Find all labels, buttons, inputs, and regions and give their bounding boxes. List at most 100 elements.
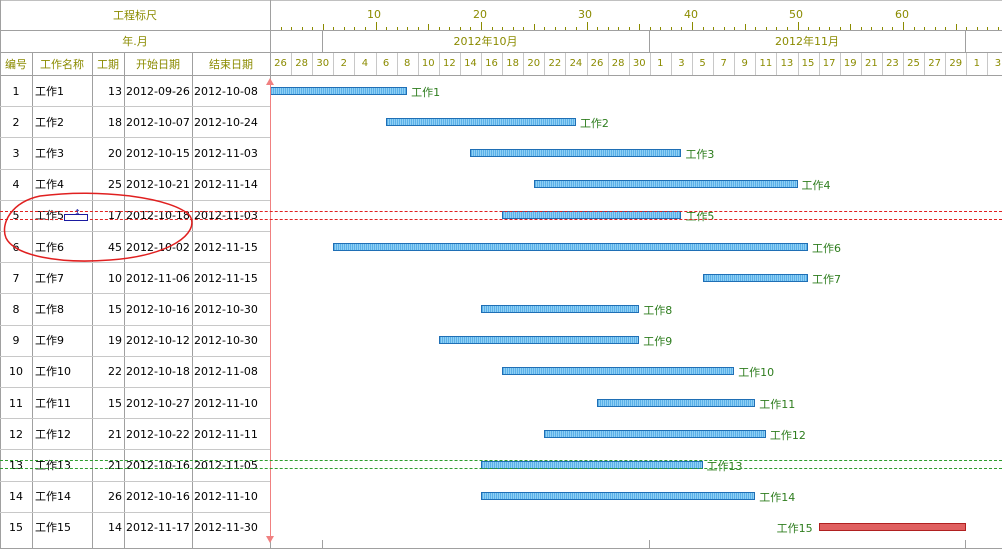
grid-line	[0, 262, 270, 263]
gantt-bar[interactable]	[597, 399, 756, 407]
row-name: 工作9	[35, 334, 64, 347]
day-label: 17	[822, 58, 836, 69]
ruler-tick	[618, 27, 620, 30]
ruler-tick	[459, 27, 461, 30]
row-start: 2012-10-16	[126, 302, 190, 316]
annotation-circle	[3, 192, 193, 262]
ruler-tick	[966, 27, 968, 30]
row-name: 工作11	[35, 397, 71, 410]
column-header-end[interactable]: 结束日期	[209, 58, 253, 71]
day-label: 3	[994, 58, 1002, 69]
day-separator	[354, 53, 356, 75]
row-duration: 22	[108, 364, 122, 378]
gantt-bar[interactable]	[333, 243, 809, 251]
row-id: 9	[12, 333, 20, 347]
day-separator	[544, 53, 546, 75]
day-separator	[607, 53, 609, 75]
day-separator	[797, 53, 799, 75]
ruler-tick	[818, 27, 820, 30]
row-id: 6	[12, 240, 20, 254]
gantt-bar[interactable]	[502, 211, 682, 219]
day-separator	[628, 53, 630, 75]
day-label: 25	[907, 58, 920, 69]
gantt-bar[interactable]	[502, 367, 735, 375]
row-duration: 15	[108, 302, 122, 316]
gantt-bar[interactable]	[533, 180, 798, 188]
gantt-bar-label: 工作8	[643, 304, 673, 317]
splitter-handle[interactable]	[266, 78, 274, 544]
ruler-tick	[628, 27, 630, 30]
ruler-tick	[502, 27, 504, 30]
ruler-tick	[533, 24, 535, 30]
ruler-tick	[934, 27, 936, 30]
row-name: 工作8	[35, 303, 64, 316]
grid-line	[649, 540, 650, 549]
day-label: 1	[973, 58, 981, 69]
ruler-tick	[924, 27, 926, 30]
ruler-tick	[987, 27, 989, 30]
ruler-tick	[280, 27, 282, 30]
gantt-bar-label: 工作1	[411, 86, 441, 99]
ruler-tick	[903, 22, 904, 30]
day-label: 28	[611, 58, 625, 69]
gantt-bar[interactable]	[470, 149, 682, 157]
ruler-tick	[670, 27, 672, 30]
day-label: 23	[886, 58, 899, 69]
grid-line	[0, 387, 270, 388]
ruler-tick	[396, 27, 398, 30]
gantt-bar[interactable]	[386, 118, 576, 126]
row-name: 工作3	[35, 147, 64, 160]
ruler-tick	[364, 27, 366, 30]
ruler-tick	[407, 27, 409, 30]
gantt-bar[interactable]	[438, 336, 640, 344]
row-end: 2012-10-30	[194, 302, 258, 316]
row-duration: 19	[108, 333, 122, 347]
gantt-bar[interactable]	[818, 523, 967, 531]
column-header-start[interactable]: 开始日期	[136, 58, 180, 71]
column-header-name[interactable]: 工作名称	[40, 58, 84, 71]
day-label: 7	[720, 58, 727, 69]
gantt-bar[interactable]	[481, 305, 640, 313]
day-separator	[903, 53, 904, 75]
row-name: 工作7	[35, 272, 64, 285]
row-id: 8	[12, 302, 20, 316]
grid-line	[322, 30, 323, 53]
ruler-tick	[997, 27, 999, 30]
gantt-bar-label: 工作6	[812, 242, 842, 255]
gantt-bar[interactable]	[481, 492, 756, 500]
gantt-bar[interactable]	[270, 87, 408, 95]
ruler-tick	[945, 27, 947, 30]
day-label: 29	[949, 58, 963, 69]
day-separator	[755, 53, 757, 75]
row-resize-cursor-icon: ↕	[64, 209, 88, 227]
gantt-bar[interactable]	[544, 430, 766, 438]
ruler-tick	[607, 27, 609, 30]
header-area: 工程标尺 年.月 编号 工作名称 工期 开始日期 结束日期 10 20 30 4…	[0, 0, 1002, 75]
ruler-tick	[797, 22, 799, 30]
ruler-tick	[681, 27, 683, 30]
ruler-tick	[713, 27, 715, 30]
day-label: 22	[548, 58, 562, 69]
ruler-tick	[428, 24, 430, 30]
gantt-bar[interactable]	[702, 274, 809, 282]
row-end: 2012-11-10	[194, 489, 258, 503]
day-label: 2	[340, 58, 348, 69]
ruler-number: 50	[789, 8, 803, 21]
row-name: 工作1	[35, 85, 64, 98]
ruler-tick	[744, 24, 746, 30]
column-header-id[interactable]: 编号	[5, 58, 27, 71]
ruler-tick	[860, 27, 862, 30]
row-duration: 15	[108, 396, 122, 410]
column-header-duration[interactable]: 工期	[97, 58, 119, 71]
row-id: 10	[9, 364, 23, 378]
ruler-tick	[839, 27, 841, 30]
ruler-tick	[597, 27, 599, 30]
row-start: 2012-10-15	[126, 146, 190, 160]
day-label: 15	[801, 58, 815, 69]
ruler-tick	[702, 27, 704, 30]
ruler-tick	[649, 27, 651, 30]
row-id: 4	[12, 177, 20, 191]
day-label: 13	[780, 58, 794, 69]
day-separator	[586, 53, 588, 75]
ruler-tick	[723, 27, 725, 30]
